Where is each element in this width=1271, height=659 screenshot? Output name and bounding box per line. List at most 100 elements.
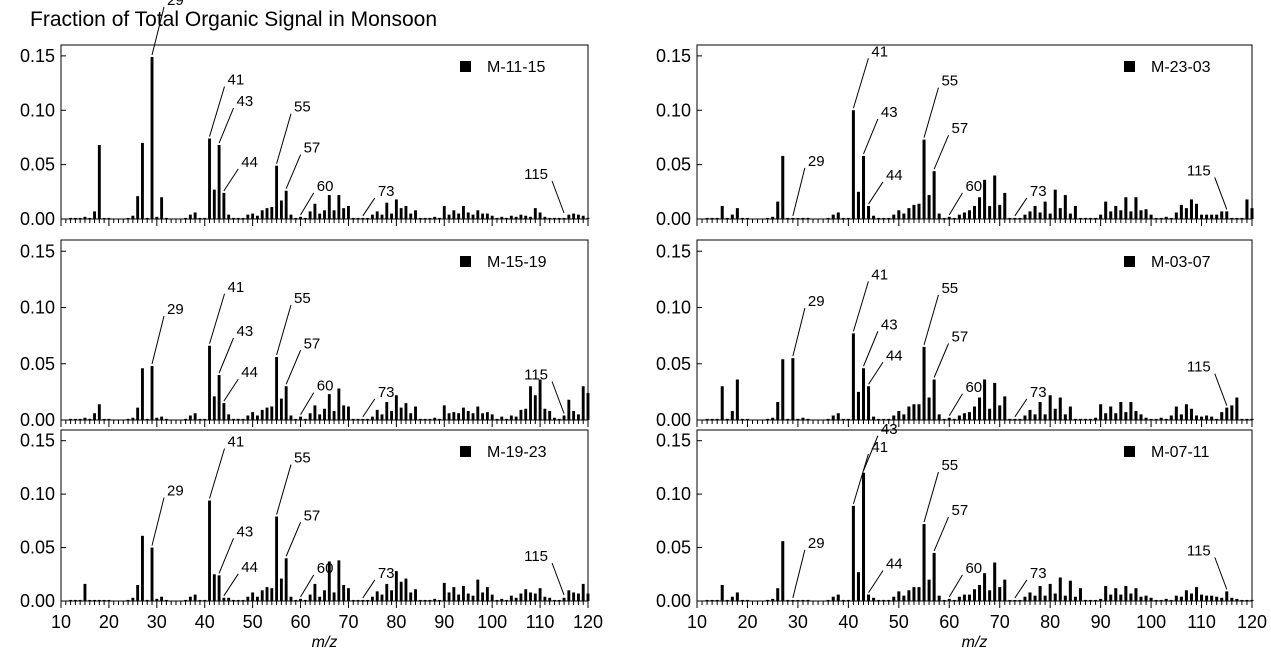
bar-mz-83 <box>1063 195 1067 219</box>
bar-mz-103 <box>1164 598 1168 601</box>
bar-mz-64 <box>967 210 971 219</box>
bar-mz-42 <box>212 574 216 601</box>
annotation-label-43: 43 <box>237 523 254 540</box>
legend-label: M-11-15 <box>487 59 545 76</box>
legend-label: M-19-23 <box>487 444 547 461</box>
bar-mz-119 <box>1245 418 1249 420</box>
bar-mz-115 <box>562 597 566 601</box>
bar-mz-32 <box>806 418 810 420</box>
bar-mz-57 <box>932 379 936 420</box>
bar-mz-100 <box>1149 597 1153 601</box>
bar-mz-119 <box>1245 199 1249 219</box>
bar-mz-59 <box>942 418 946 420</box>
bar-mz-81 <box>399 208 403 219</box>
bar-mz-62 <box>957 214 961 219</box>
bar-mz-53 <box>912 587 916 601</box>
y-tick-label: 0.10 <box>656 298 691 318</box>
bar-mz-71 <box>1003 579 1007 601</box>
bar-mz-69 <box>342 405 346 420</box>
bar-mz-114 <box>1220 211 1224 219</box>
annotation-leader <box>362 197 376 217</box>
annotation-label-73: 73 <box>1030 183 1047 200</box>
bar-mz-16 <box>725 599 729 601</box>
bar-mz-90 <box>1099 214 1103 219</box>
bar-mz-27 <box>781 155 785 219</box>
annotation-label-60: 60 <box>965 379 982 396</box>
bar-mz-82 <box>1058 397 1062 420</box>
annotation-label-41: 41 <box>871 266 888 283</box>
annotation-leader <box>923 294 939 346</box>
bar-mz-30 <box>155 598 159 601</box>
bar-mz-104 <box>509 595 513 601</box>
bar-mz-67 <box>983 573 987 601</box>
bar-mz-70 <box>347 205 350 219</box>
bar-mz-13 <box>73 418 77 420</box>
y-tick-label: 0.15 <box>20 241 55 261</box>
bar-mz-77 <box>380 594 384 601</box>
y-tick-label: 0.00 <box>20 410 55 430</box>
y-tick-label: 0.15 <box>656 46 691 66</box>
bar-mz-52 <box>260 409 264 420</box>
bar-mz-119 <box>581 583 585 601</box>
bar-mz-72 <box>1008 418 1012 420</box>
bar-mz-109 <box>1194 415 1199 420</box>
x-tick-label: 80 <box>1040 612 1060 632</box>
bar-mz-25 <box>131 597 135 601</box>
annotation-leader <box>223 378 239 402</box>
bar-mz-29 <box>791 599 795 601</box>
annotation-label-44: 44 <box>886 556 903 573</box>
bar-mz-89 <box>1094 217 1098 219</box>
bar-mz-30 <box>796 418 800 420</box>
y-tick-label: 0.00 <box>656 209 691 229</box>
bar-mz-41 <box>208 138 211 219</box>
x-tick-label: 90 <box>434 612 454 632</box>
bar-mz-60 <box>947 598 951 601</box>
bar-mz-60 <box>299 416 302 420</box>
annotation-label-55: 55 <box>941 73 958 90</box>
bar-mz-31 <box>160 416 164 420</box>
bar-mz-14 <box>78 217 82 219</box>
bar-mz-40 <box>203 217 207 219</box>
bar-mz-75 <box>1023 214 1027 219</box>
bar-mz-120 <box>1250 599 1254 601</box>
x-tick-label: 70 <box>338 612 358 632</box>
bar-mz-43 <box>861 472 866 601</box>
bar-mz-37 <box>831 415 835 420</box>
annotation-label-60: 60 <box>965 560 982 577</box>
annotation-leader <box>792 549 806 599</box>
bar-mz-111 <box>1205 214 1209 219</box>
bar-mz-98 <box>1139 596 1143 601</box>
bar-mz-85 <box>418 599 422 601</box>
bar-mz-57 <box>284 386 288 420</box>
annotation-leader <box>223 573 239 597</box>
bar-mz-44 <box>222 597 226 601</box>
bar-mz-40 <box>203 418 207 420</box>
bar-mz-69 <box>342 584 346 601</box>
bar-mz-66 <box>327 561 331 601</box>
bar-mz-74 <box>1018 418 1022 420</box>
annotation-label-55: 55 <box>294 290 311 307</box>
bar-mz-29 <box>791 358 795 420</box>
bar-mz-24 <box>126 599 130 601</box>
bar-mz-103 <box>505 599 508 601</box>
bar-mz-17 <box>730 411 734 420</box>
bar-mz-61 <box>952 217 956 219</box>
bar-mz-99 <box>485 412 489 420</box>
bar-mz-79 <box>1043 595 1047 601</box>
bar-mz-111 <box>543 408 547 420</box>
bar-mz-13 <box>73 217 77 219</box>
bar-mz-52 <box>260 210 264 219</box>
bar-mz-84 <box>1068 406 1072 420</box>
bar-mz-77 <box>380 214 384 219</box>
annotation-label-115: 115 <box>1187 359 1211 376</box>
bar-mz-81 <box>399 407 403 420</box>
bar-mz-62 <box>308 211 312 219</box>
bar-mz-100 <box>490 215 494 219</box>
bar-mz-45 <box>872 597 876 601</box>
bar-mz-44 <box>867 594 871 601</box>
bar-mz-86 <box>1078 588 1082 601</box>
bar-mz-91 <box>1104 586 1108 601</box>
bar-mz-83 <box>409 413 413 420</box>
legend-label: M-03-07 <box>1151 254 1211 271</box>
bar-mz-80 <box>394 199 398 219</box>
